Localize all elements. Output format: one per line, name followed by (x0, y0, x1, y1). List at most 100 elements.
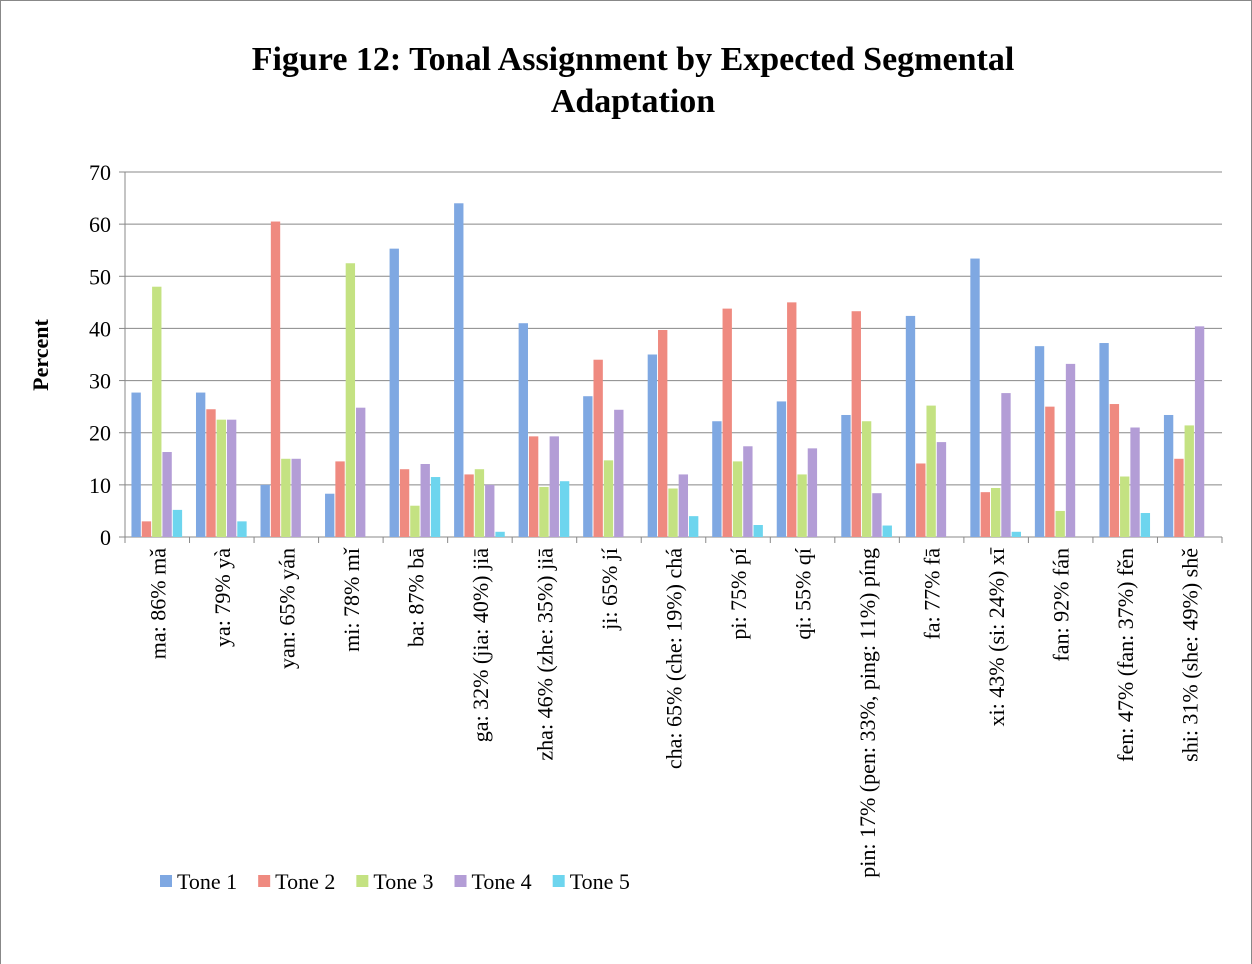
chart-subtitle: Adaptation (551, 83, 715, 120)
y-tick-label: 60 (89, 212, 111, 237)
bar (141, 521, 152, 537)
x-tick-label: fen: 47% (fan: 37%) fěn (1113, 548, 1138, 762)
x-tick-label: zha: 46% (zhe: 35%) jiā (532, 548, 557, 761)
bar (260, 484, 270, 537)
bar (614, 409, 624, 537)
bar (410, 505, 420, 537)
x-tick-label: shi: 31% (she: 49%) shě (1178, 548, 1203, 762)
bar (882, 525, 892, 537)
legend-label: Tone 3 (373, 869, 433, 894)
bar (936, 442, 947, 537)
bar (495, 531, 505, 537)
bar (420, 464, 430, 537)
bar (1174, 458, 1184, 537)
bar (1163, 414, 1174, 537)
legend-label: Tone 4 (472, 869, 532, 894)
bar (926, 405, 936, 537)
x-tick-label: ga: 32% (jia: 40%) jiā (468, 548, 493, 743)
bar (335, 461, 345, 537)
bar (430, 477, 441, 537)
bar (281, 458, 291, 537)
legend-label: Tone 2 (275, 869, 335, 894)
bar (464, 474, 474, 537)
bar (1120, 476, 1130, 537)
x-tick-label: fa: 77% fā (920, 548, 945, 640)
bar (851, 311, 861, 537)
y-tick-label: 20 (89, 421, 111, 446)
x-tick-label: xi: 43% (si: 24%) xī (984, 547, 1009, 726)
bar (1055, 510, 1065, 537)
bar (559, 481, 570, 537)
bar (1099, 343, 1109, 537)
bar (688, 516, 699, 537)
bar (990, 487, 1001, 537)
bar (270, 221, 281, 538)
bar (872, 493, 882, 537)
bar (776, 401, 787, 537)
x-tick-label: cha: 65% (che: 19%) chá (662, 548, 687, 769)
y-tick-label: 10 (89, 473, 111, 498)
x-tick-label: ya: 79% yà (210, 548, 235, 647)
legend-label: Tone 5 (570, 869, 630, 894)
y-tick-label: 70 (89, 160, 111, 185)
x-tick-label: yan: 65% yán (274, 548, 299, 669)
bar (195, 392, 206, 537)
bar (743, 446, 753, 537)
bar (668, 488, 678, 537)
bar (593, 359, 603, 537)
bar (237, 521, 247, 537)
bar (970, 258, 980, 537)
bar (172, 509, 183, 537)
bar (291, 458, 301, 537)
y-tick-label: 0 (100, 525, 111, 550)
x-tick-label: mi: 78% mǐ (339, 547, 364, 652)
legend-swatch (552, 875, 565, 887)
bar (1130, 427, 1140, 537)
bar (454, 203, 464, 538)
bar (1194, 326, 1205, 537)
bar (1065, 363, 1076, 537)
x-tick-label: pi: 75% pí (726, 548, 751, 640)
y-axis-label: Percent (28, 319, 53, 391)
bar (345, 263, 356, 537)
bar (861, 421, 872, 537)
bar (325, 493, 335, 537)
legend-swatch (454, 875, 467, 887)
bar (647, 354, 658, 537)
bar (539, 486, 549, 537)
bar (678, 474, 689, 537)
y-tick-label: 50 (89, 264, 111, 289)
bar (841, 414, 851, 537)
bar (474, 469, 485, 537)
bar (1109, 404, 1120, 537)
bar (152, 286, 162, 537)
chart-title: Figure 12: Tonal Assignment by Expected … (252, 41, 1015, 78)
bar (549, 436, 559, 537)
y-tick-label: 30 (89, 369, 111, 394)
x-tick-label: qi: 55% qí (791, 548, 816, 640)
bar (206, 409, 216, 537)
bar (732, 461, 743, 537)
bar (980, 492, 991, 537)
bar (226, 419, 237, 537)
bar (722, 308, 732, 537)
x-tick-label: fan: 92% fán (1049, 548, 1074, 662)
legend-swatch (258, 875, 271, 887)
bar (807, 448, 818, 537)
bar (1045, 406, 1055, 537)
bar (131, 392, 141, 537)
bar (787, 302, 797, 537)
bar (658, 329, 668, 537)
bar (1034, 346, 1045, 537)
y-tick-label: 40 (89, 316, 111, 341)
x-tick-label: pin: 17% (pen: 33%, ping: 11%) píng (855, 548, 880, 878)
bar (528, 436, 539, 537)
bar (753, 525, 763, 537)
x-tick-label: ba: 87% bā (403, 548, 428, 647)
bar (916, 463, 926, 537)
bar (1001, 393, 1011, 537)
bar (162, 452, 172, 537)
bar (389, 248, 399, 537)
